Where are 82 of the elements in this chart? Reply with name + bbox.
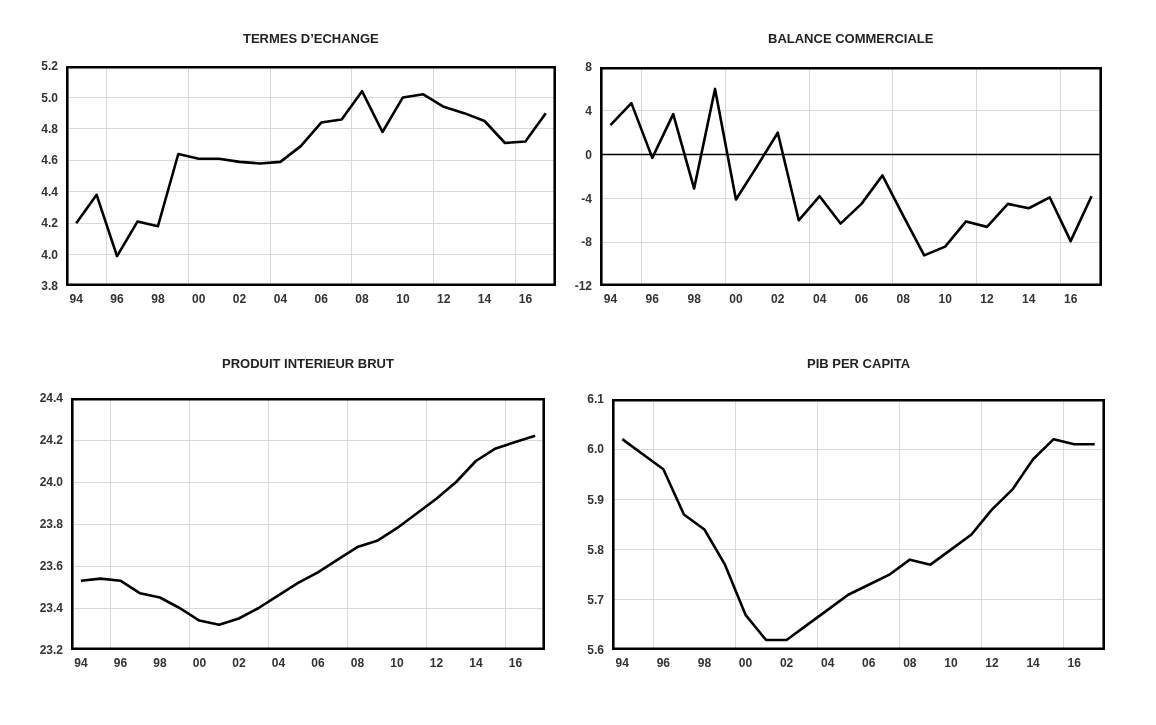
x-tick-label: 06 [314, 292, 329, 306]
x-tick-label: 02 [232, 292, 247, 306]
x-tick-label: 16 [508, 656, 523, 670]
x-tick-label: 16 [1063, 292, 1078, 306]
y-tick-label: 5.9 [587, 492, 605, 507]
chart-title: TERMES D’ECHANGE [243, 31, 380, 46]
y-tick-label: -4 [581, 191, 593, 206]
y-tick-label: 8 [585, 60, 593, 75]
x-tick-label: 12 [437, 292, 451, 306]
x-tick-label: 94 [615, 656, 630, 670]
chart-title: BALANCE COMMERCIALE [768, 31, 934, 46]
line-series [74, 89, 548, 258]
y-tick-label: 4 [585, 104, 593, 118]
x-tick-label: 08 [355, 292, 370, 306]
x-tick-label: 04 [821, 656, 835, 670]
x-tick-label: 96 [656, 656, 671, 670]
line-series [79, 434, 537, 627]
x-tick-label: 98 [151, 292, 165, 306]
chart-title: PRODUIT INTERIEUR BRUT [222, 356, 394, 371]
x-tick-label: 00 [738, 656, 753, 670]
y-tick-label: 6.1 [587, 392, 605, 407]
x-tick-label: 02 [232, 656, 246, 670]
y-tick-label: 23.2 [39, 643, 64, 658]
y-tick-label: -8 [581, 235, 593, 250]
chart-title: PIB PER CAPITA [807, 356, 911, 371]
x-tick-label: 14 [469, 656, 483, 670]
y-tick-label: 23.8 [39, 517, 64, 532]
x-tick-label: 98 [687, 292, 702, 306]
x-tick-label: 12 [429, 656, 444, 670]
x-tick-label: 08 [896, 292, 911, 306]
x-tick-label: 98 [153, 656, 167, 670]
y-tick-label: 4.6 [41, 153, 59, 168]
x-tick-label: 02 [779, 656, 794, 670]
x-tick-label: 14 [477, 292, 492, 306]
x-tick-label: 06 [854, 292, 869, 306]
x-tick-label: 06 [862, 656, 876, 670]
x-tick-label: 06 [311, 656, 325, 670]
x-tick-label: 96 [113, 656, 128, 670]
y-tick-label: 4.0 [41, 247, 59, 262]
x-tick-label: 10 [944, 656, 958, 670]
y-tick-label: 5.2 [41, 59, 59, 74]
x-tick-label: 08 [350, 656, 365, 670]
x-tick-label: 04 [273, 292, 288, 306]
y-tick-label: 23.4 [39, 601, 64, 616]
x-tick-label: 98 [697, 656, 712, 670]
y-tick-label: 5.7 [587, 593, 605, 607]
x-tick-label: 96 [110, 292, 125, 306]
x-tick-label: 96 [645, 292, 660, 306]
y-tick-label: 3.8 [41, 279, 59, 294]
y-tick-label: 4.4 [41, 184, 59, 199]
x-tick-label: 10 [938, 292, 953, 306]
y-tick-label: 0 [585, 147, 593, 162]
x-tick-label: 00 [729, 292, 743, 306]
x-tick-label: 08 [903, 656, 917, 670]
y-tick-label: 24.0 [39, 475, 64, 490]
x-tick-label: 12 [985, 656, 1000, 670]
x-tick-label: 02 [771, 292, 785, 306]
x-tick-label: 14 [1026, 656, 1041, 670]
x-tick-label: 00 [192, 292, 206, 306]
x-tick-label: 10 [396, 292, 410, 306]
x-tick-label: 14 [1022, 292, 1036, 306]
x-tick-label: 04 [812, 292, 827, 306]
y-tick-label: 4.8 [41, 122, 59, 137]
y-tick-label: 5.8 [587, 542, 605, 557]
y-tick-label: 6.0 [587, 442, 605, 457]
y-tick-label: 23.6 [39, 559, 64, 574]
x-tick-label: 94 [74, 656, 88, 670]
x-tick-label: 94 [69, 292, 84, 306]
y-tick-label: 24.2 [39, 433, 64, 448]
line-series [620, 437, 1097, 642]
x-tick-label: 04 [271, 656, 286, 670]
x-tick-label: 94 [603, 292, 618, 306]
y-tick-label: 5.0 [41, 90, 59, 105]
x-tick-label: 12 [980, 292, 994, 306]
x-tick-label: 16 [518, 292, 533, 306]
x-tick-label: 10 [390, 656, 404, 670]
y-tick-label: 4.2 [41, 216, 59, 231]
y-tick-label: -12 [574, 279, 593, 294]
y-tick-label: 24.4 [39, 391, 64, 406]
x-tick-label: 16 [1067, 656, 1082, 670]
x-tick-label: 00 [192, 656, 207, 670]
y-tick-label: 5.6 [587, 643, 605, 658]
